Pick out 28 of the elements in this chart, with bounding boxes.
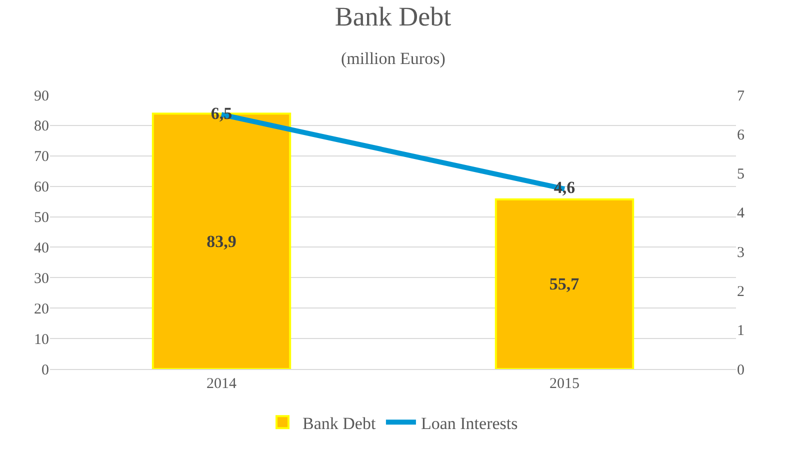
- chart-subtitle: (million Euros): [341, 49, 446, 68]
- y2-tick-label: 5: [737, 166, 744, 183]
- y-tick-label: 30: [34, 270, 49, 287]
- data-label: 55,7: [549, 274, 580, 294]
- y-tick-label: 80: [34, 118, 49, 135]
- y2-tick-label: 0: [737, 362, 744, 378]
- chart-title: Bank Debt: [334, 2, 452, 32]
- y2-tick-label: 4: [737, 206, 745, 222]
- data-label: 83,9: [206, 232, 236, 251]
- x-tick-label: 2015: [550, 376, 580, 392]
- x-tick-label: 2014: [206, 376, 237, 392]
- y-tick-label: 0: [42, 362, 49, 378]
- y2-tick-label: 3: [737, 244, 744, 261]
- y2-tick-label: 1: [737, 323, 744, 340]
- y-tick-label: 90: [34, 88, 49, 104]
- y2-tick-label: 6: [737, 127, 745, 144]
- y-tick-label: 10: [34, 332, 49, 348]
- y2-tick-label: 7: [737, 88, 745, 104]
- y-tick-label: 70: [34, 149, 49, 166]
- data-label: 6,5: [210, 104, 232, 123]
- y-tick-label: 60: [34, 180, 49, 196]
- legend-label: Loan Interests: [420, 414, 518, 433]
- y-tick-label: 50: [34, 210, 49, 226]
- data-label: 4,6: [554, 178, 576, 198]
- y-tick-label: 20: [34, 301, 49, 318]
- y-tick-label: 40: [34, 240, 49, 256]
- y2-tick-label: 2: [737, 284, 744, 300]
- legend-label: Bank Debt: [302, 414, 376, 433]
